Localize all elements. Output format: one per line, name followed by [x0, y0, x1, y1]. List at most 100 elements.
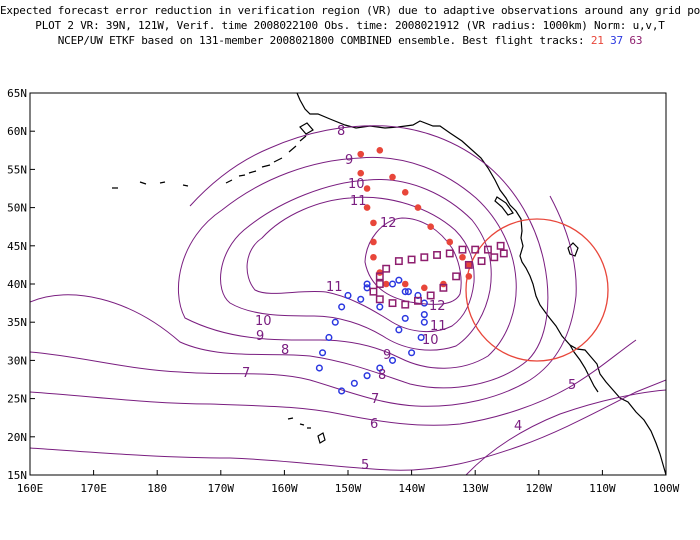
track-37-point	[338, 303, 346, 311]
track-21-label: 21	[590, 34, 604, 47]
contour-label: 12	[429, 299, 446, 314]
contour-6	[30, 339, 637, 426]
track-37-label: 37	[610, 34, 623, 47]
track-37-point	[363, 280, 371, 288]
track-37-point	[388, 280, 397, 288]
track-37-point	[331, 318, 339, 326]
track-37-point	[357, 295, 365, 303]
track-63-label: 63	[629, 34, 643, 47]
coastline-kodiak	[299, 122, 314, 135]
track-63-point	[414, 296, 422, 305]
contour-label: 10	[255, 314, 272, 329]
track-37-point	[388, 356, 397, 364]
lat-tick-label: 65N	[7, 87, 27, 100]
track-37-point	[401, 314, 409, 322]
title-line-2: PLOT 2 VR: 39N, 121W, Verif. time 200802…	[35, 19, 665, 32]
track-63-point	[401, 300, 410, 309]
track-37-point	[315, 364, 323, 372]
axes: 160E 170E 180 170W 160W 150W 140W 130W 120W 110W 1…	[7, 87, 679, 495]
track-21-point	[446, 238, 454, 246]
track-63-point	[382, 264, 391, 273]
contour-label: 8	[281, 343, 289, 358]
track-63-point	[394, 257, 403, 266]
track-63-point	[464, 260, 473, 269]
track-21-point	[465, 273, 473, 280]
lon-tick-label: 110W	[589, 482, 616, 495]
track-37-point	[420, 318, 428, 326]
verification-region-circle	[465, 218, 609, 362]
contour-7	[30, 195, 577, 407]
track-37-point	[344, 291, 352, 300]
track-63-point	[375, 295, 384, 304]
track-63-point	[439, 283, 448, 292]
track-63-point	[496, 241, 505, 250]
track-21-point	[465, 261, 473, 269]
track-63-point	[375, 272, 384, 281]
coastline-vancouver-island	[494, 196, 514, 216]
track-37-point	[376, 364, 384, 372]
contour-label: 11	[326, 280, 343, 295]
lon-tick-label: 130W	[462, 482, 489, 495]
flight-tracks	[315, 147, 508, 395]
lat-tick-label: 45N	[7, 240, 27, 253]
track-63-point	[426, 291, 435, 300]
contour-label: 7	[371, 392, 379, 407]
contour-label: 9	[383, 348, 391, 363]
track-21-point	[376, 147, 384, 154]
lon-tick-label: 160E	[17, 482, 44, 495]
track-37-point	[408, 349, 416, 357]
lat-tick-label: 55N	[7, 163, 27, 176]
contour-10	[220, 178, 492, 351]
track-63-point	[483, 245, 492, 254]
coastline-aleutians	[112, 135, 307, 189]
lon-tick-label: 140W	[398, 482, 425, 495]
track-21-point	[370, 219, 377, 227]
lon-tick-label: 170W	[208, 482, 235, 495]
title-line-1: Expected forecast error reduction in ver…	[0, 4, 700, 17]
track-63-point	[490, 253, 499, 262]
contour-label: 6	[370, 417, 378, 432]
track-37-point	[376, 303, 384, 311]
contour-label: 8	[337, 124, 345, 139]
track-37-point	[363, 284, 371, 292]
lat-tick-label: 25N	[7, 393, 27, 406]
track-37-point	[319, 349, 327, 357]
coastline-lake	[567, 242, 579, 257]
contour-label: 8	[378, 368, 386, 383]
track-37-point	[420, 311, 428, 319]
track-63-point	[499, 249, 508, 258]
track-21-point	[357, 169, 365, 177]
track-63-point	[458, 245, 467, 254]
track-63-point	[433, 251, 441, 259]
title-line-3-text: NCEP/UW ETKF based on 131-member 2008021…	[57, 34, 585, 47]
contour-9	[178, 156, 517, 369]
track-21-point	[459, 253, 466, 261]
plot-frame	[29, 92, 667, 476]
lon-tick-label: 120W	[526, 482, 553, 495]
track-63-point	[452, 272, 461, 281]
contour-label: 12	[380, 216, 397, 231]
track-37-point	[417, 333, 425, 342]
contour-label: 10	[348, 177, 365, 192]
track-21-point	[401, 280, 409, 288]
track-63-point	[471, 245, 480, 254]
contour-label: 9	[256, 329, 264, 344]
coastline-hawaii	[287, 417, 326, 444]
contour-label: 11	[430, 319, 447, 334]
track-63-point	[407, 255, 416, 264]
track-63-point	[375, 280, 384, 288]
contour-labels: 4 5 5 6 7 7 8 8 8 9 9 9 10 10 10 11 11 1…	[242, 124, 576, 473]
contour-label: 5	[568, 378, 576, 393]
lon-tick-label: 160W	[271, 482, 298, 495]
track-21-point	[363, 204, 371, 211]
lat-tick-label: 50N	[7, 202, 27, 215]
lat-tick-label: 60N	[7, 125, 27, 138]
track-21-point	[363, 185, 371, 192]
track-37-point	[325, 333, 333, 342]
track-21-point	[370, 253, 377, 261]
lat-tick-label: 40N	[7, 278, 27, 291]
contours	[30, 125, 666, 475]
track-63-point	[445, 249, 454, 258]
contour-label: 11	[350, 194, 367, 209]
